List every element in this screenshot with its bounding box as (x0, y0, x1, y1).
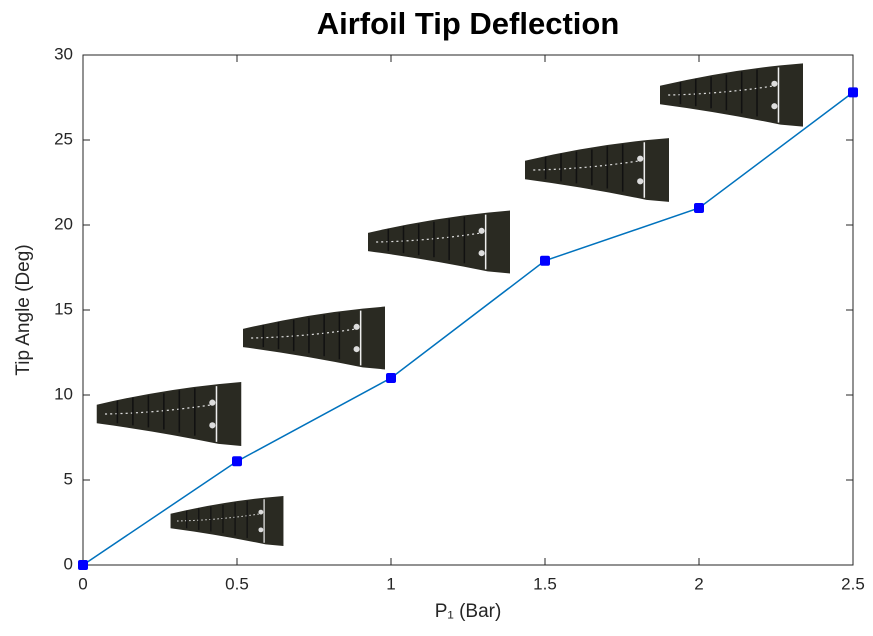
data-point (78, 560, 88, 570)
y-axis-label: Tip Angle (Deg) (13, 244, 34, 375)
data-point (848, 87, 858, 98)
y-tick-label: 30 (54, 44, 73, 63)
y-tick-label: 25 (54, 129, 73, 148)
data-point (540, 255, 550, 266)
x-tick-label: 1.5 (533, 574, 557, 593)
data-point (694, 203, 704, 213)
x-tick-label: 1 (386, 574, 395, 593)
data-point (386, 373, 396, 383)
y-tick-label: 15 (54, 299, 73, 318)
x-tick-label: 2.5 (841, 574, 865, 593)
x-tick-label: 2 (694, 574, 703, 593)
y-tick-label: 20 (54, 214, 73, 233)
data-point (232, 456, 242, 467)
x-axis-label: P₁ (Bar) (435, 601, 502, 622)
chart-title: Airfoil Tip Deflection (317, 6, 620, 41)
plot-frame (82, 54, 854, 566)
x-tick-label: 0 (78, 574, 87, 593)
data-line (82, 91, 854, 566)
y-tick-label: 5 (64, 469, 73, 488)
y-tick-label: 10 (54, 384, 73, 403)
x-tick-label: 0.5 (225, 574, 249, 593)
y-tick-label: 0 (64, 554, 73, 573)
